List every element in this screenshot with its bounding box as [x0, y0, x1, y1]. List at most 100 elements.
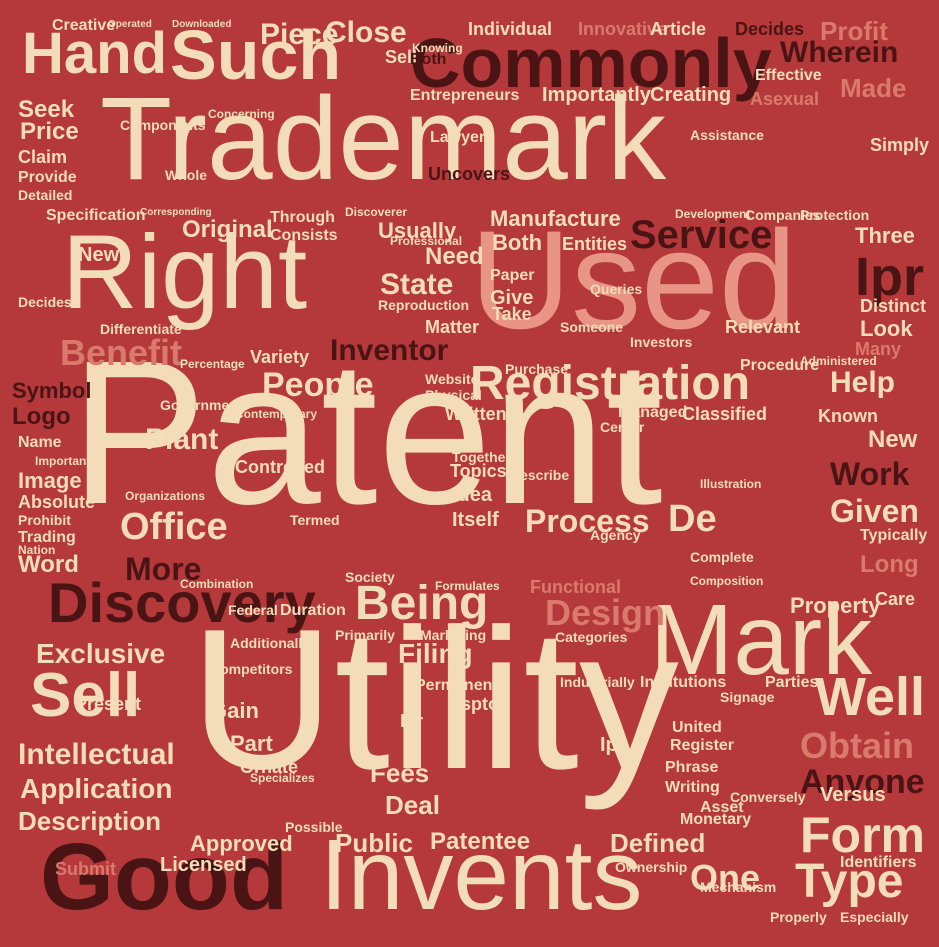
word-entrepreneurs: Entrepreneurs — [410, 87, 520, 104]
word-identifiers: Identifiers — [840, 854, 917, 871]
word-help: Help — [830, 366, 896, 399]
word-licensed: Licensed — [160, 854, 247, 876]
word-percentage: Percentage — [180, 357, 245, 371]
word-differentiate: Differentiate — [100, 321, 182, 337]
word-state: State — [380, 268, 454, 301]
word-combination: Combination — [180, 577, 254, 591]
word-innovative: Innovative — [578, 19, 668, 39]
word-registration: Registration — [470, 357, 751, 410]
word-ipr-small: Ipr — [400, 711, 424, 731]
word-written: Written — [445, 404, 507, 424]
word-care: Care — [875, 589, 916, 609]
word-signage: Signage — [720, 689, 775, 705]
word-possible: Possible — [285, 819, 343, 835]
word-simply: Simply — [870, 135, 930, 155]
word-well: Well — [815, 667, 926, 727]
word-operated: Operated — [108, 19, 152, 30]
word-property: Property — [790, 593, 881, 618]
word-public: Public — [335, 828, 414, 858]
word-submit: Submit — [55, 859, 116, 879]
word-used: Used — [470, 201, 797, 358]
word-name: Name — [18, 434, 62, 451]
word-more: More — [125, 551, 202, 587]
word-description: Description — [18, 806, 162, 836]
word-important: Important — [35, 454, 91, 468]
word-specification: Specification — [46, 207, 146, 224]
word-conversely: Conversely — [730, 789, 806, 805]
word-seek: Seek — [18, 96, 75, 123]
word-composition: Composition — [690, 574, 764, 588]
word-both: Both — [410, 51, 447, 68]
word-formulates: Formulates — [435, 579, 500, 593]
word-website: Website — [425, 371, 479, 387]
word-center: Center — [600, 419, 645, 435]
word-such: Such — [170, 16, 342, 94]
word-marketing: Marketing — [420, 627, 487, 643]
word-long: Long — [860, 551, 919, 578]
word-categories: Categories — [555, 629, 628, 645]
word-distinct: Distinct — [860, 296, 927, 316]
word-design: Design — [545, 592, 666, 633]
word-institutions: Institutions — [640, 674, 727, 691]
word-part: Part — [230, 731, 273, 756]
word-properly: Properly — [770, 909, 827, 925]
word-investors: Investors — [630, 334, 693, 350]
word-decides: Decides — [735, 19, 805, 39]
word-patent: Patent — [70, 318, 663, 547]
word-sell: Sell — [30, 661, 141, 730]
word-primarily: Primarily — [335, 627, 395, 643]
word-agency: Agency — [590, 527, 641, 543]
word-ipr: Ipr — [855, 247, 925, 307]
word-downloaded: Downloaded — [172, 19, 232, 30]
word-being: Being — [355, 577, 489, 630]
word-managed: Managed — [618, 404, 688, 421]
word-new: New — [78, 244, 120, 266]
word-filing: Filing — [398, 638, 473, 669]
word-government: Government — [160, 397, 243, 413]
word-made: Made — [840, 73, 907, 103]
word-price: Price — [20, 118, 79, 145]
word-three: Three — [855, 223, 915, 248]
word-phrase: Phrase — [665, 759, 719, 776]
word-inventor: Inventor — [330, 334, 449, 367]
word-application: Application — [20, 773, 173, 804]
word-given: Given — [830, 493, 919, 529]
word-claim: Claim — [18, 147, 68, 167]
word-close: Close — [325, 16, 407, 49]
word-usually: Usually — [378, 218, 457, 243]
word-companies: Companies — [745, 207, 821, 223]
word-office: Office — [120, 506, 228, 548]
word-queries: Queries — [590, 281, 643, 297]
word-need: Need — [425, 243, 484, 270]
word-trademark: Trademark — [100, 73, 667, 205]
word-defined: Defined — [610, 828, 706, 858]
word-matter: Matter — [425, 317, 480, 337]
word-article: Article — [650, 19, 707, 39]
word-federal: Federal — [228, 602, 278, 618]
word-new-right: New — [868, 426, 918, 453]
word-united: United — [672, 719, 722, 736]
word-both-mid: Both — [492, 230, 543, 255]
word-many: Many — [855, 339, 902, 359]
word-hand: Hand — [22, 21, 167, 86]
word-anyone: Anyone — [800, 763, 925, 801]
word-commonly: Commonly — [410, 24, 772, 102]
word-ornate: Ornate — [240, 757, 299, 777]
word-physical: Physical — [425, 387, 482, 403]
word-procedure: Procedure — [740, 357, 820, 374]
word-consists: Consists — [270, 227, 338, 244]
word-typically: Typically — [860, 527, 928, 544]
word-work: Work — [830, 456, 910, 492]
word-itself: Itself — [452, 509, 499, 531]
word-approved: Approved — [190, 831, 293, 856]
word-monetary: Monetary — [680, 811, 752, 828]
word-uspto: Uspto — [448, 694, 499, 714]
word-discoverer: Discoverer — [345, 205, 408, 219]
word-good: Good — [40, 824, 288, 930]
word-ownership: Ownership — [615, 859, 688, 875]
word-ipr-mid: Ipr — [600, 734, 626, 756]
word-decides-small: Decides — [18, 294, 72, 310]
word-fees: Fees — [370, 758, 430, 788]
word-importantly: Importantly — [542, 84, 651, 106]
